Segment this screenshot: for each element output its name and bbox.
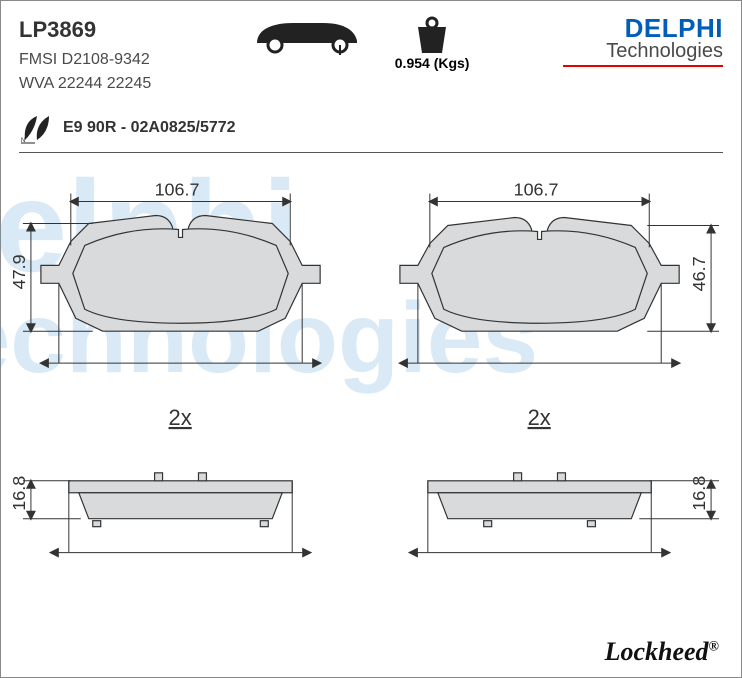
pad-top-left xyxy=(41,216,320,332)
qty-tl: 2x xyxy=(169,405,192,430)
dim-tr-height: 46.7 xyxy=(689,256,709,291)
pad-top-right xyxy=(400,218,679,332)
dim-tl-height: 47.9 xyxy=(9,254,29,289)
dim-bl-thick: 16.8 xyxy=(9,476,29,511)
qty-tr: 2x xyxy=(528,405,551,430)
dim-tl-width: 106.7 xyxy=(155,180,200,200)
pad-bottom-right xyxy=(428,473,651,527)
eco-leaf-icon: N xyxy=(19,110,55,146)
part-number: LP3869 xyxy=(19,13,151,46)
fmsi-code: FMSI D2108-9342 xyxy=(19,48,151,72)
technical-diagram: 106.7 47.9 2x 106.7 46.7 2x 16.8 xyxy=(1,153,741,663)
brand-sub: Technologies xyxy=(563,40,723,63)
dim-br-thick: 16.8 xyxy=(689,476,709,511)
weight-icon-block: 0.954 (Kgs) xyxy=(395,15,470,71)
header-row: LP3869 FMSI D2108-9342 WVA 22244 22245 xyxy=(19,13,723,96)
wva-code: WVA 22244 22245 xyxy=(19,72,151,96)
brand-logo: DELPHI Technologies xyxy=(563,13,723,67)
kettlebell-icon xyxy=(412,15,452,55)
dim-tr-width: 106.7 xyxy=(514,180,559,200)
axle-icon-block xyxy=(245,15,365,55)
pad-bottom-left xyxy=(69,473,292,527)
footer-brand: Lockheed® xyxy=(605,637,719,667)
registered-mark: ® xyxy=(709,639,719,654)
center-icons: 0.954 (Kgs) xyxy=(245,15,470,71)
car-rear-axle-icon xyxy=(245,15,365,55)
part-info-block: LP3869 FMSI D2108-9342 WVA 22244 22245 xyxy=(19,13,151,96)
cert-text: E9 90R - 02A0825/5772 xyxy=(63,119,236,137)
brand-underline xyxy=(563,65,723,67)
cert-row: N E9 90R - 02A0825/5772 xyxy=(1,110,741,146)
footer-brand-text: Lockheed xyxy=(605,637,709,666)
header: LP3869 FMSI D2108-9342 WVA 22244 22245 xyxy=(1,1,741,104)
svg-text:N: N xyxy=(21,138,25,144)
weight-label: 0.954 (Kgs) xyxy=(395,55,470,71)
